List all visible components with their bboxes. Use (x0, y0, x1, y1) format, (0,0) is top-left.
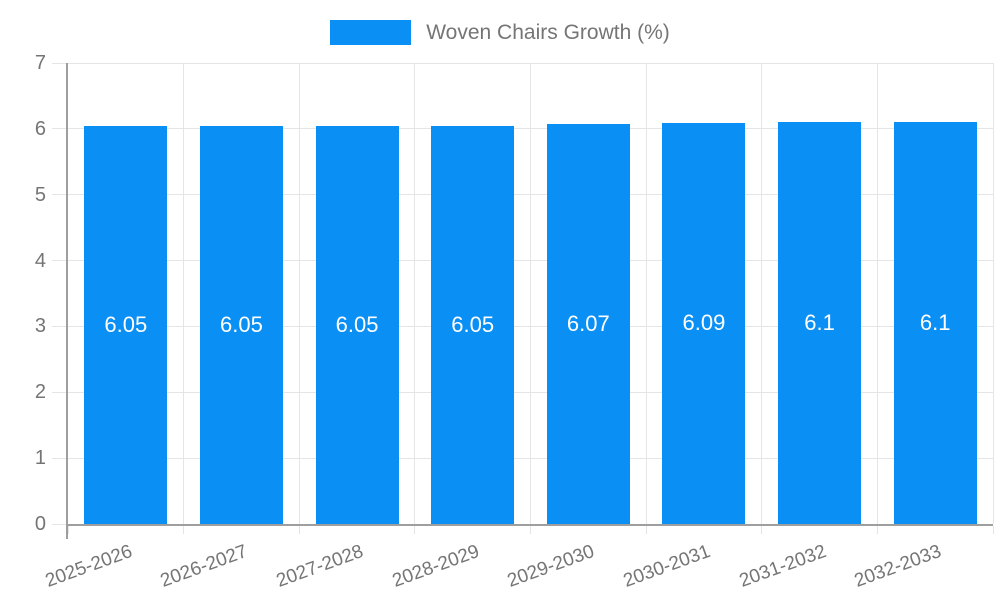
x-axis-stub (66, 526, 68, 539)
bar-value-label: 6.1 (919, 310, 951, 336)
y-tick (52, 523, 66, 525)
bar (778, 122, 862, 524)
y-tick-label: 6 (34, 117, 46, 140)
bar-value-label: 6.05 (220, 311, 263, 337)
y-tick (52, 391, 66, 393)
y-tick (52, 128, 66, 130)
plot-area: 0 1 2 3 4 5 6 7 6.05 2025-2026 6.05 2026-2027 6.05 20… (35, 52, 994, 592)
x-gridline (645, 63, 647, 524)
x-gridline (183, 63, 185, 524)
legend-label: Woven Chairs Growth (%) (426, 20, 670, 44)
x-tick (67, 526, 69, 534)
y-tick (52, 194, 66, 196)
y-tick-label: 3 (34, 315, 46, 338)
y-tick (52, 457, 66, 459)
bar (84, 125, 168, 524)
x-gridline (876, 63, 878, 524)
bar (199, 125, 283, 524)
y-tick (52, 62, 66, 64)
bar-value-label: 6.05 (104, 311, 148, 337)
bar-value-label: 6.05 (335, 311, 379, 337)
y-tick-label: 1 (34, 447, 46, 470)
y-tick (52, 325, 66, 327)
x-gridline (530, 63, 531, 524)
x-tick (761, 526, 763, 534)
x-tick (876, 526, 878, 534)
legend-swatch (330, 20, 412, 45)
y-tick-label: 7 (34, 52, 46, 74)
x-tick (183, 526, 185, 534)
bar-value-label: 6.07 (566, 311, 610, 337)
y-tick (52, 260, 66, 262)
bar (546, 124, 630, 524)
y-tick-label: 5 (34, 183, 46, 206)
x-tick (645, 526, 647, 534)
bar (315, 125, 399, 524)
x-tick (414, 526, 416, 534)
x-tick (530, 526, 531, 534)
bar-value-label: 6.09 (682, 310, 726, 336)
bar-value-label: 6.05 (451, 311, 495, 337)
bar (662, 122, 746, 524)
legend: Woven Chairs Growth (%) (0, 20, 1000, 45)
x-gridline (298, 63, 300, 524)
bar (431, 125, 515, 524)
y-tick-label: 0 (34, 513, 46, 535)
bar-value-label: 6.1 (804, 310, 835, 336)
x-tick (992, 526, 994, 534)
x-gridline (992, 63, 994, 524)
y-tick-label: 4 (34, 249, 46, 272)
x-tick (298, 526, 300, 534)
x-gridline (761, 63, 763, 524)
y-tick-label: 2 (34, 381, 46, 404)
x-gridline (414, 63, 416, 524)
bar (893, 122, 977, 524)
